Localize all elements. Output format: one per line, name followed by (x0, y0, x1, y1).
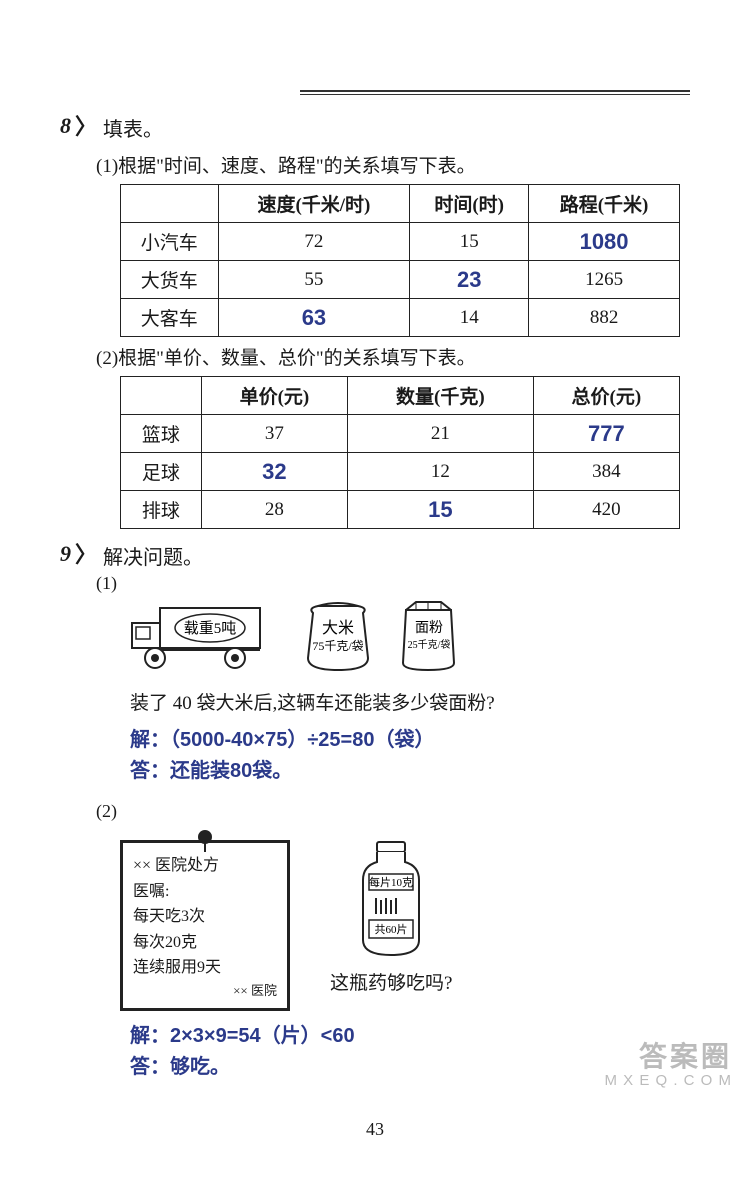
q8-number: 8 (60, 113, 71, 139)
q8-table2: 单价(元) 数量(千克) 总价(元) 篮球 37 21 777 足球 32 12… (120, 376, 680, 529)
prescription-card: ×× 医院处方 医嘱: 每天吃3次 每次20克 连续服用9天 ×× 医院 (120, 840, 290, 1011)
cell: 21 (348, 415, 534, 453)
table-row: 速度(千米/时) 时间(时) 路程(千米) (121, 185, 680, 223)
col-speed: 速度(千米/时) (218, 185, 410, 223)
page-number: 43 (60, 1119, 690, 1140)
truck-label: 载重5吨 (184, 620, 237, 637)
col-qty: 数量(千克) (348, 377, 534, 415)
cell: 1265 (529, 261, 680, 299)
rx-line: 连续服用9天 (133, 955, 277, 981)
cell-answer: 1080 (529, 223, 680, 261)
truck-icon: 载重5吨 (130, 598, 280, 678)
col-blank (121, 185, 219, 223)
rx-line: 每天吃3次 (133, 904, 277, 930)
q8-sub1-label: (1)根据"时间、速度、路程"的关系填写下表。 (96, 151, 690, 178)
q9-head: 9 〉 解决问题。 (60, 541, 690, 573)
q8-head: 8 〉 填表。 (60, 113, 690, 145)
table-row: 大货车 55 23 1265 (121, 261, 680, 299)
q9-number: 9 (60, 541, 71, 567)
q8-brace: 〉 (75, 109, 97, 141)
rx-line: 每次20克 (133, 930, 277, 956)
q9-brace: 〉 (75, 537, 97, 569)
watermark: 答案圈 M X E Q . C O M (604, 1042, 732, 1089)
table-row: 排球 28 15 420 (121, 491, 680, 529)
rx-line: 医嘱: (133, 879, 277, 905)
q8-title: 填表。 (103, 113, 163, 142)
cell: 72 (218, 223, 410, 261)
watermark-small: M X E Q . C O M (604, 1073, 732, 1090)
row-label: 足球 (121, 453, 202, 491)
rice-line2: 75千克/袋 (312, 639, 363, 653)
cell-answer: 23 (410, 261, 529, 299)
flour-line1: 面粉 (415, 620, 443, 636)
rice-line1: 大米 (322, 619, 354, 637)
bottle-bot-text: 共60片 (375, 923, 408, 936)
cell: 420 (533, 491, 679, 529)
row-label: 大客车 (121, 299, 219, 337)
col-blank (121, 377, 202, 415)
row-label: 小汽车 (121, 223, 219, 261)
cell: 12 (348, 453, 534, 491)
rx-signature: ×× 医院 (133, 981, 277, 1002)
cell-answer: 777 (533, 415, 679, 453)
table-row: 单价(元) 数量(千克) 总价(元) (121, 377, 680, 415)
table-row: 大客车 63 14 882 (121, 299, 680, 337)
flour-bag-icon: 面粉 25千克/袋 (396, 598, 461, 678)
q8-table1: 速度(千米/时) 时间(时) 路程(千米) 小汽车 72 15 1080 大货车… (120, 184, 680, 337)
table-row: 足球 32 12 384 (121, 453, 680, 491)
q9-p1-question: 装了 40 袋大米后,这辆车还能装多少袋面粉? (130, 688, 690, 715)
row-label: 大货车 (121, 261, 219, 299)
flour-line2: 25千克/袋 (408, 638, 451, 651)
col-time: 时间(时) (410, 185, 529, 223)
cell-answer: 15 (348, 491, 534, 529)
bottle-top-text: 每片10克 (369, 875, 413, 889)
col-total: 总价(元) (533, 377, 679, 415)
header-double-rule (300, 90, 690, 95)
cell-answer: 32 (201, 453, 347, 491)
row-label: 篮球 (121, 415, 202, 453)
q9-title: 解决问题。 (103, 541, 203, 570)
cell: 55 (218, 261, 410, 299)
cell: 28 (201, 491, 347, 529)
table-row: 小汽车 72 15 1080 (121, 223, 680, 261)
rice-bag-icon: 大米 75千克/袋 (298, 598, 378, 678)
cell: 384 (533, 453, 679, 491)
rx-title: ×× 医院处方 (133, 853, 277, 879)
q8-sub2-label: (2)根据"单价、数量、总价"的关系填写下表。 (96, 343, 690, 370)
q9-p1-subnum: (1) (96, 573, 690, 594)
table-row: 篮球 37 21 777 (121, 415, 680, 453)
cell: 14 (410, 299, 529, 337)
watermark-big: 答案圈 (604, 1042, 732, 1073)
q9-p1-illustrations: 载重5吨 大米 75千克/袋 面粉 25千克/袋 (130, 598, 690, 678)
cell: 15 (410, 223, 529, 261)
q9-p2-question: 这瓶药够吃吗? (330, 968, 452, 995)
q9-p1-answer: 答：还能装80袋。 (130, 754, 690, 783)
col-distance: 路程(千米) (529, 185, 680, 223)
cell: 882 (529, 299, 680, 337)
row-label: 排球 (121, 491, 202, 529)
q9-p2-subnum: (2) (96, 801, 690, 822)
cell: 37 (201, 415, 347, 453)
cell-answer: 63 (218, 299, 410, 337)
medicine-bottle-icon: 每片10克 共60片 (351, 840, 431, 960)
pushpin-icon (193, 829, 217, 853)
q9-p1-solution: 解：（5000-40×75）÷25=80（袋） (130, 723, 690, 752)
col-price: 单价(元) (201, 377, 347, 415)
q9-p2-illustrations: ×× 医院处方 医嘱: 每天吃3次 每次20克 连续服用9天 ×× 医院 每片1… (120, 840, 690, 1011)
